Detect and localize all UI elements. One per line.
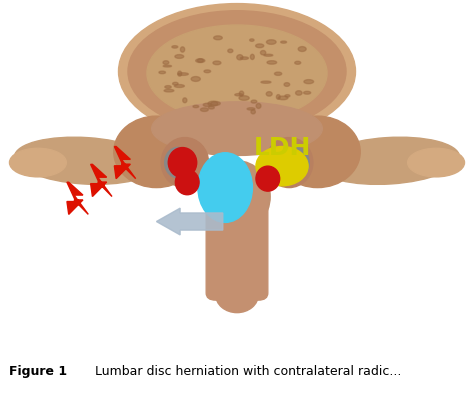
- Ellipse shape: [165, 147, 191, 178]
- FancyBboxPatch shape: [206, 186, 268, 300]
- Ellipse shape: [288, 152, 304, 173]
- Ellipse shape: [295, 61, 301, 64]
- Ellipse shape: [285, 94, 290, 97]
- Ellipse shape: [274, 72, 282, 75]
- Polygon shape: [91, 164, 112, 197]
- Ellipse shape: [170, 152, 186, 173]
- Ellipse shape: [284, 83, 290, 87]
- Ellipse shape: [255, 44, 264, 48]
- Ellipse shape: [304, 80, 314, 84]
- Ellipse shape: [9, 148, 66, 177]
- Ellipse shape: [213, 61, 221, 65]
- Ellipse shape: [304, 91, 310, 94]
- Ellipse shape: [276, 94, 280, 99]
- Ellipse shape: [178, 71, 182, 76]
- Ellipse shape: [239, 96, 249, 100]
- Ellipse shape: [208, 101, 218, 106]
- Ellipse shape: [175, 170, 199, 195]
- Ellipse shape: [283, 147, 310, 178]
- Ellipse shape: [256, 146, 308, 186]
- Text: LDH: LDH: [253, 136, 311, 160]
- Ellipse shape: [239, 91, 244, 96]
- Ellipse shape: [278, 96, 288, 100]
- Ellipse shape: [152, 102, 322, 156]
- Ellipse shape: [251, 100, 257, 103]
- Ellipse shape: [318, 137, 460, 184]
- Ellipse shape: [201, 108, 208, 112]
- Ellipse shape: [198, 59, 203, 62]
- Ellipse shape: [216, 277, 258, 313]
- Polygon shape: [114, 146, 136, 179]
- Ellipse shape: [260, 50, 266, 55]
- Ellipse shape: [198, 153, 252, 222]
- Ellipse shape: [228, 49, 233, 53]
- FancyArrow shape: [156, 208, 223, 235]
- Ellipse shape: [128, 11, 346, 132]
- Ellipse shape: [175, 55, 184, 58]
- Ellipse shape: [264, 54, 273, 56]
- Ellipse shape: [251, 110, 255, 114]
- Ellipse shape: [181, 47, 185, 52]
- Ellipse shape: [174, 85, 184, 87]
- Ellipse shape: [265, 137, 313, 187]
- Text: Lumbar disc herniation with contralateral radic...: Lumbar disc herniation with contralatera…: [83, 365, 401, 378]
- Ellipse shape: [266, 40, 276, 44]
- Ellipse shape: [118, 4, 356, 139]
- Ellipse shape: [250, 39, 254, 41]
- Ellipse shape: [159, 71, 165, 74]
- Ellipse shape: [275, 116, 360, 188]
- Ellipse shape: [247, 108, 255, 110]
- Ellipse shape: [203, 103, 211, 106]
- Ellipse shape: [408, 148, 465, 177]
- Ellipse shape: [240, 57, 248, 60]
- Ellipse shape: [214, 36, 222, 40]
- Ellipse shape: [163, 61, 169, 64]
- Ellipse shape: [163, 65, 172, 67]
- Ellipse shape: [211, 102, 220, 106]
- Ellipse shape: [173, 82, 178, 85]
- Ellipse shape: [290, 157, 298, 163]
- Ellipse shape: [172, 46, 178, 48]
- Ellipse shape: [114, 116, 199, 188]
- Ellipse shape: [191, 77, 201, 81]
- Ellipse shape: [178, 73, 188, 75]
- Polygon shape: [67, 182, 88, 214]
- Ellipse shape: [209, 106, 214, 109]
- Ellipse shape: [204, 70, 210, 73]
- Text: Figure 1: Figure 1: [9, 365, 68, 378]
- Ellipse shape: [256, 104, 261, 108]
- Ellipse shape: [193, 105, 199, 108]
- Ellipse shape: [165, 86, 171, 89]
- Ellipse shape: [267, 61, 277, 64]
- Ellipse shape: [266, 92, 272, 96]
- Ellipse shape: [298, 46, 306, 52]
- Ellipse shape: [237, 55, 243, 60]
- Ellipse shape: [256, 166, 280, 191]
- Ellipse shape: [235, 94, 243, 96]
- Ellipse shape: [172, 157, 179, 163]
- Ellipse shape: [281, 41, 287, 43]
- Ellipse shape: [147, 25, 327, 121]
- Ellipse shape: [196, 59, 205, 63]
- Ellipse shape: [296, 91, 302, 95]
- Ellipse shape: [204, 161, 270, 232]
- Ellipse shape: [168, 148, 197, 177]
- Ellipse shape: [250, 54, 255, 60]
- Ellipse shape: [14, 137, 156, 184]
- Ellipse shape: [183, 98, 187, 103]
- Ellipse shape: [161, 137, 209, 187]
- Ellipse shape: [164, 89, 174, 92]
- Ellipse shape: [261, 81, 271, 83]
